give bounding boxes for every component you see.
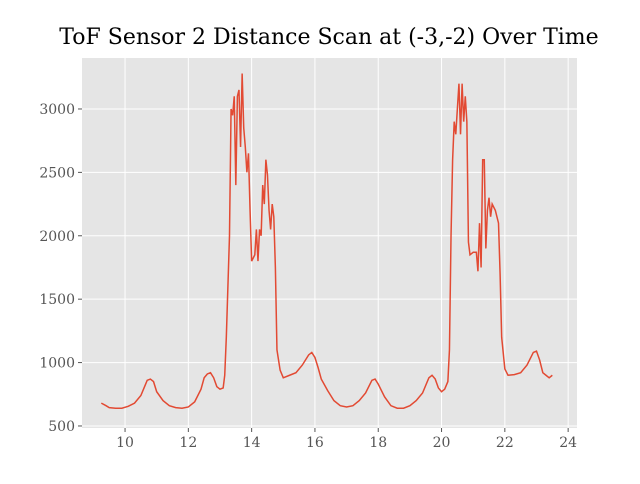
x-tick-label: 10 <box>116 435 134 451</box>
y-tick-label: 2000 <box>39 229 75 245</box>
y-tick-label: 2500 <box>39 165 75 181</box>
x-tick-label: 18 <box>369 435 387 451</box>
x-tick-label: 12 <box>179 435 197 451</box>
x-tick-label: 22 <box>496 435 514 451</box>
y-tick-label: 500 <box>48 419 75 435</box>
y-tick-label: 3000 <box>39 102 75 118</box>
y-tick-label: 1500 <box>39 292 75 308</box>
chart-title: ToF Sensor 2 Distance Scan at (-3,-2) Ov… <box>59 25 598 50</box>
data-line <box>100 73 553 409</box>
x-tick-label: 14 <box>243 435 261 451</box>
y-tick-label: 1000 <box>39 356 75 372</box>
plot-area <box>82 58 577 428</box>
x-tick-label: 24 <box>559 435 577 451</box>
x-tick-label: 20 <box>433 435 451 451</box>
x-tick-label: 16 <box>306 435 324 451</box>
